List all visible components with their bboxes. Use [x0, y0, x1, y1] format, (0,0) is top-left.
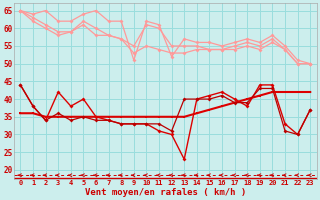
X-axis label: Vent moyen/en rafales ( km/h ): Vent moyen/en rafales ( km/h ) [85, 188, 246, 197]
